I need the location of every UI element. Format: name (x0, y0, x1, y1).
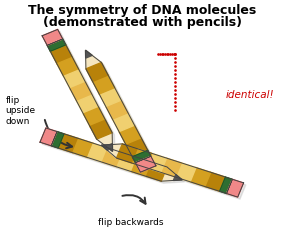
Polygon shape (50, 45, 72, 64)
Polygon shape (93, 75, 115, 94)
Polygon shape (40, 128, 57, 146)
Polygon shape (58, 134, 79, 153)
Polygon shape (86, 50, 101, 69)
Polygon shape (97, 133, 113, 151)
Polygon shape (146, 162, 167, 181)
Polygon shape (51, 132, 64, 148)
Polygon shape (86, 50, 92, 58)
Polygon shape (99, 88, 121, 107)
Text: flip
upside
down: flip upside down (6, 96, 36, 126)
Polygon shape (70, 82, 92, 102)
Polygon shape (104, 146, 246, 199)
Polygon shape (57, 57, 79, 76)
Polygon shape (44, 32, 115, 153)
Polygon shape (173, 174, 182, 180)
Polygon shape (117, 144, 137, 163)
Polygon shape (161, 167, 182, 181)
Polygon shape (64, 70, 86, 89)
Polygon shape (86, 62, 108, 81)
Polygon shape (119, 125, 141, 144)
Polygon shape (106, 144, 113, 151)
Polygon shape (42, 29, 63, 45)
Polygon shape (132, 158, 152, 176)
Polygon shape (73, 139, 93, 158)
Polygon shape (101, 144, 122, 158)
Polygon shape (161, 158, 181, 177)
Polygon shape (220, 177, 232, 194)
Polygon shape (87, 143, 108, 162)
Polygon shape (88, 52, 158, 174)
Polygon shape (126, 138, 148, 157)
Polygon shape (106, 100, 128, 119)
Polygon shape (102, 148, 123, 167)
Text: The symmetry of DNA molecules: The symmetry of DNA molecules (28, 4, 256, 17)
Polygon shape (77, 95, 99, 114)
Text: identical!: identical! (225, 89, 274, 100)
Polygon shape (176, 163, 196, 182)
Polygon shape (135, 156, 156, 172)
Polygon shape (112, 113, 135, 132)
Polygon shape (227, 179, 244, 197)
Polygon shape (90, 120, 112, 139)
Text: (demonstrated with pencils): (demonstrated with pencils) (43, 16, 242, 29)
Polygon shape (146, 153, 166, 172)
Polygon shape (132, 150, 151, 163)
Polygon shape (190, 168, 211, 186)
Polygon shape (47, 39, 66, 51)
Polygon shape (117, 153, 138, 172)
Polygon shape (131, 149, 152, 168)
Polygon shape (101, 145, 110, 151)
Polygon shape (42, 130, 184, 183)
Text: flip backwards: flip backwards (98, 218, 164, 227)
Polygon shape (205, 172, 225, 191)
Polygon shape (84, 108, 105, 127)
